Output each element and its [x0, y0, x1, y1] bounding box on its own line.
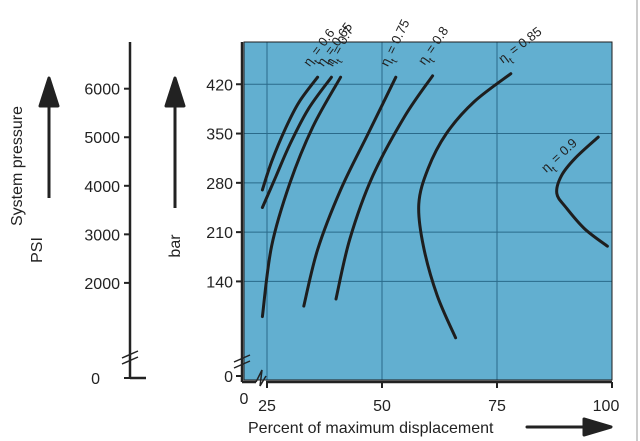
x-tick-label: 50	[373, 398, 391, 415]
bar-axis-break	[233, 354, 251, 369]
efficiency-curve	[260, 75, 333, 209]
psi-axis-arrow	[38, 76, 60, 198]
x-tick-label: 100	[593, 398, 620, 415]
psi-axis-subtitle: PSI	[29, 237, 46, 263]
psi-tick-label: 5000	[84, 130, 120, 147]
bar-tick-label: 280	[206, 176, 233, 193]
efficiency-curves	[260, 72, 609, 340]
psi-tick-label: 6000	[84, 82, 120, 99]
grid-lines	[244, 42, 612, 380]
bar-tick-label: 350	[206, 127, 233, 144]
efficiency-curve	[334, 74, 435, 301]
efficiency-curve	[260, 75, 343, 319]
plot-frame	[243, 41, 613, 381]
efficiency-curve	[260, 75, 320, 192]
bar-axis-title: bar	[167, 234, 184, 258]
x-axis: 25 50 75 100 0	[240, 369, 620, 415]
efficiency-curve	[417, 72, 513, 340]
bar-tick-label: 420	[206, 77, 233, 94]
plot-area	[244, 42, 612, 380]
efficiency-curve	[302, 75, 398, 308]
psi-axis: 0 2000 3000 4000 5000 6000	[84, 42, 146, 388]
psi-axis-title: System pressure	[9, 106, 26, 226]
psi-axis-break	[121, 350, 139, 365]
psi-tick-label: 4000	[84, 179, 120, 196]
x-axis-arrow	[525, 417, 613, 437]
x-tick-label: 25	[258, 398, 276, 415]
efficiency-curve	[555, 135, 609, 248]
x-axis-break	[255, 369, 267, 387]
psi-tick-label: 3000	[84, 227, 120, 244]
psi-tick-label: 2000	[84, 276, 120, 293]
x-tick-label-zero: 0	[240, 391, 249, 408]
bar-tick-label: 0	[224, 369, 233, 386]
bar-axis: 0 140 210 280 350 420	[206, 42, 251, 386]
x-axis-title: Percent of maximum displacement	[248, 420, 494, 437]
bar-tick-label: 140	[206, 274, 233, 291]
psi-tick-label: 0	[91, 371, 100, 388]
x-tick-label: 75	[488, 398, 506, 415]
bar-axis-arrow	[164, 76, 186, 208]
bar-tick-label: 210	[206, 225, 233, 242]
